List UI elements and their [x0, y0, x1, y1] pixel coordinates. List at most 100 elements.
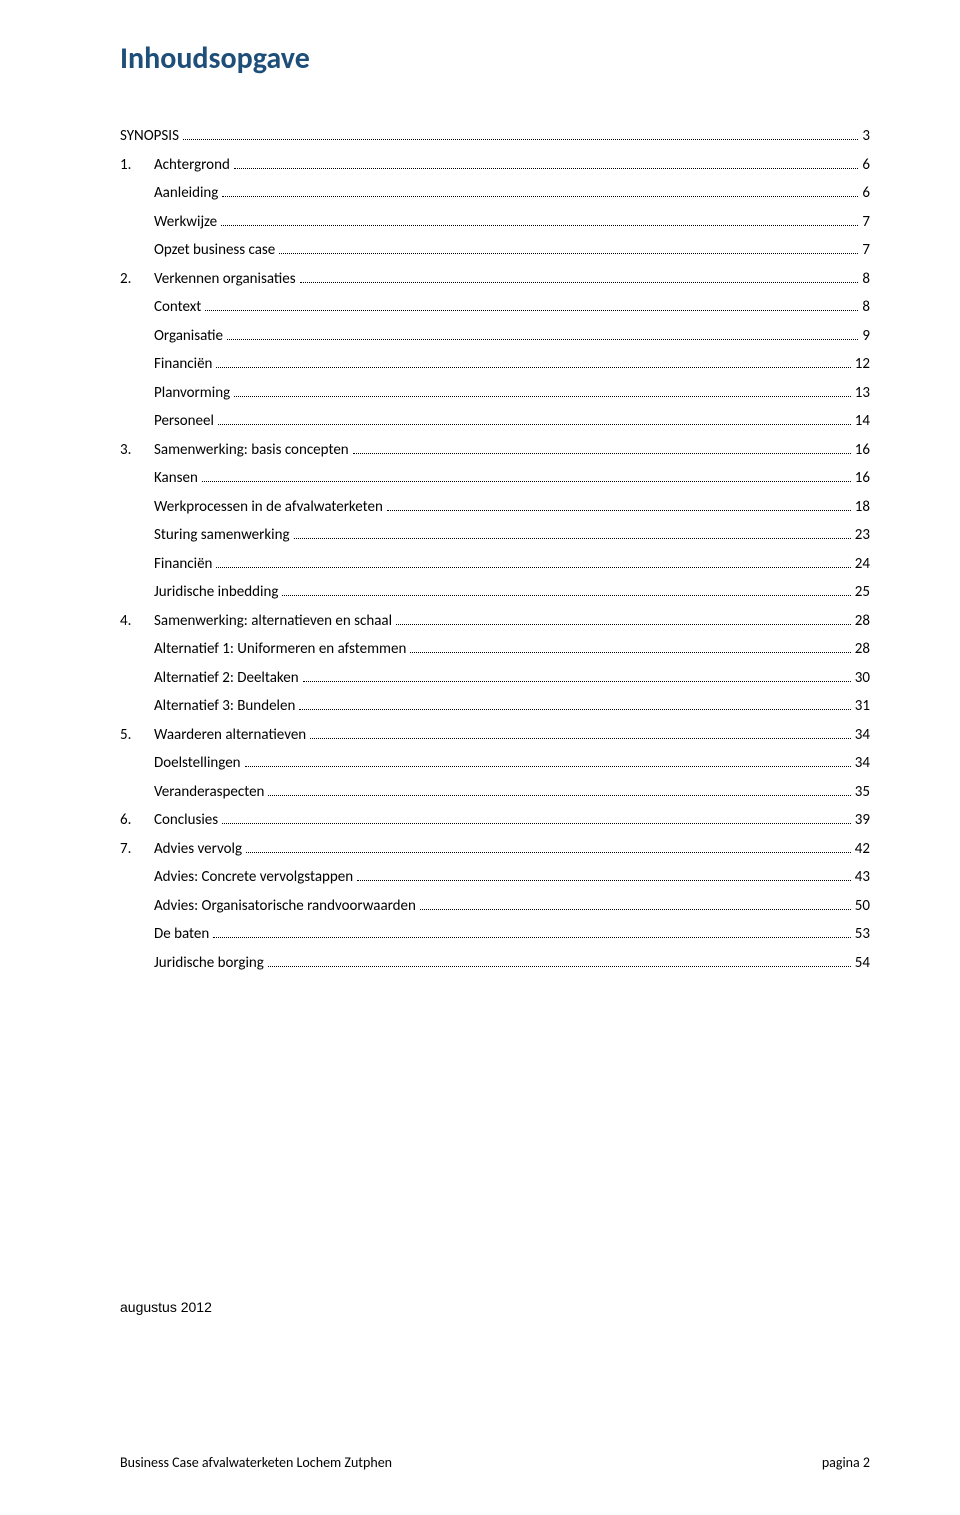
toc-entry-page: 43 [855, 866, 870, 889]
toc-entry-label: Context [154, 296, 201, 319]
toc-entry-page: 14 [855, 410, 870, 433]
toc-entry[interactable]: Planvorming 13 [120, 382, 870, 405]
toc-entry-page: 6 [862, 182, 870, 205]
toc-entry[interactable]: 7.Advies vervolg 42 [120, 838, 870, 861]
toc-entry-label: Planvorming [154, 382, 230, 405]
toc-entry-label: Alternatief 1: Uniformeren en afstemmen [154, 638, 406, 661]
toc-entry-page: 30 [855, 667, 870, 690]
toc-entry-number: 3. [120, 439, 154, 462]
toc-entry-label: Sturing samenwerking [154, 524, 290, 547]
toc-entry[interactable]: Context 8 [120, 296, 870, 319]
toc-entry[interactable]: Alternatief 3: Bundelen31 [120, 695, 870, 718]
toc-entry-page: 50 [855, 895, 870, 918]
toc-entry[interactable]: Financiën12 [120, 353, 870, 376]
toc-entry[interactable]: Werkprocessen in de afvalwaterketen18 [120, 496, 870, 519]
toc-entry[interactable]: 2.Verkennen organisaties 8 [120, 268, 870, 291]
footer-right: pagina 2 [822, 1454, 870, 1471]
toc-entry-page: 53 [855, 923, 870, 946]
toc-entry[interactable]: 1.Achtergrond 6 [120, 154, 870, 177]
toc-entry[interactable]: Organisatie9 [120, 325, 870, 348]
toc-entry[interactable]: 4.Samenwerking: alternatieven en schaal 2… [120, 610, 870, 633]
toc-leader-dots [353, 453, 851, 454]
toc-entry[interactable]: De baten53 [120, 923, 870, 946]
toc-entry[interactable]: Financiën 24 [120, 553, 870, 576]
toc-leader-dots [213, 937, 851, 938]
toc-leader-dots [387, 510, 851, 511]
toc-leader-dots [310, 738, 851, 739]
toc-entry-number: 2. [120, 268, 154, 291]
toc-entry-page: 7 [862, 239, 870, 262]
toc-entry-number: 1. [120, 154, 154, 177]
toc-entry[interactable]: Alternatief 2: Deeltaken 30 [120, 667, 870, 690]
toc-entry-label: 2.Verkennen organisaties [120, 268, 296, 291]
toc-leader-dots [279, 253, 858, 254]
toc-entry[interactable]: Advies: Organisatorische randvoorwaarden… [120, 895, 870, 918]
toc-leader-dots [205, 310, 858, 311]
toc-entry[interactable]: Aanleiding 6 [120, 182, 870, 205]
toc-entry-label: Advies: Concrete vervolgstappen [154, 866, 353, 889]
toc-entry-label: Personeel [154, 410, 214, 433]
toc-entry-page: 3 [862, 125, 870, 148]
toc-entry[interactable]: Doelstellingen34 [120, 752, 870, 775]
toc-leader-dots [216, 567, 850, 568]
toc-entry[interactable]: Werkwijze 7 [120, 211, 870, 234]
toc-entry-label: Kansen [154, 467, 198, 490]
toc-entry-page: 6 [862, 154, 870, 177]
page-title: Inhoudsopgave [120, 40, 870, 77]
toc-entry[interactable]: Advies: Concrete vervolgstappen 43 [120, 866, 870, 889]
toc-entry-label: 1.Achtergrond [120, 154, 230, 177]
toc-entry-page: 31 [855, 695, 870, 718]
toc-entry[interactable]: 3.Samenwerking: basis concepten16 [120, 439, 870, 462]
toc-entry-page: 39 [855, 809, 870, 832]
toc-leader-dots [202, 481, 851, 482]
toc-leader-dots [245, 766, 851, 767]
toc-leader-dots [234, 396, 851, 397]
toc-leader-dots [227, 339, 858, 340]
toc-entry-label: Veranderaspecten [154, 781, 264, 804]
toc-entry-page: 8 [862, 296, 870, 319]
toc-entry-label: Aanleiding [154, 182, 218, 205]
toc-leader-dots [183, 139, 858, 140]
toc-entry-label: Financiën [154, 553, 212, 576]
toc-entry-page: 7 [862, 211, 870, 234]
toc-entry[interactable]: Alternatief 1: Uniformeren en afstemmen2… [120, 638, 870, 661]
toc-entry-page: 13 [855, 382, 870, 405]
toc-entry[interactable]: Sturing samenwerking23 [120, 524, 870, 547]
toc-entry[interactable]: Personeel 14 [120, 410, 870, 433]
toc-entry-label: Werkwijze [154, 211, 217, 234]
table-of-contents: Synopsis 3 1.Achtergrond 6 Aanleiding 6 Werkwi… [120, 125, 870, 974]
toc-leader-dots [234, 168, 859, 169]
toc-leader-dots [268, 795, 850, 796]
toc-entry-page: 8 [862, 268, 870, 291]
toc-entry[interactable]: 6.Conclusies 39 [120, 809, 870, 832]
toc-leader-dots [420, 909, 851, 910]
toc-entry[interactable]: Juridische borging 54 [120, 952, 870, 975]
toc-entry-label: 7.Advies vervolg [120, 838, 242, 861]
toc-leader-dots [357, 880, 851, 881]
toc-entry[interactable]: Veranderaspecten35 [120, 781, 870, 804]
toc-entry-label: 6.Conclusies [120, 809, 218, 832]
toc-entry-label: 4.Samenwerking: alternatieven en schaal [120, 610, 392, 633]
toc-entry-page: 42 [855, 838, 870, 861]
toc-entry-page: 34 [855, 724, 870, 747]
toc-entry-number: 6. [120, 809, 154, 832]
toc-leader-dots [282, 595, 850, 596]
toc-entry-label: Juridische inbedding [154, 581, 278, 604]
toc-entry-page: 12 [855, 353, 870, 376]
toc-entry-page: 28 [855, 610, 870, 633]
toc-leader-dots [396, 624, 851, 625]
toc-entry[interactable]: 5.Waarderen alternatieven34 [120, 724, 870, 747]
toc-entry[interactable]: Juridische inbedding25 [120, 581, 870, 604]
toc-entry[interactable]: Kansen 16 [120, 467, 870, 490]
toc-entry[interactable]: Synopsis 3 [120, 125, 870, 148]
toc-entry-number: 4. [120, 610, 154, 633]
toc-entry-page: 54 [855, 952, 870, 975]
toc-entry-page: 24 [855, 553, 870, 576]
toc-leader-dots [268, 966, 851, 967]
toc-entry-label: Opzet business case [154, 239, 275, 262]
toc-entry-label: Synopsis [120, 125, 179, 148]
toc-entry[interactable]: Opzet business case 7 [120, 239, 870, 262]
toc-entry-label: Juridische borging [154, 952, 264, 975]
toc-entry-page: 16 [855, 467, 870, 490]
toc-entry-label: Alternatief 2: Deeltaken [154, 667, 299, 690]
